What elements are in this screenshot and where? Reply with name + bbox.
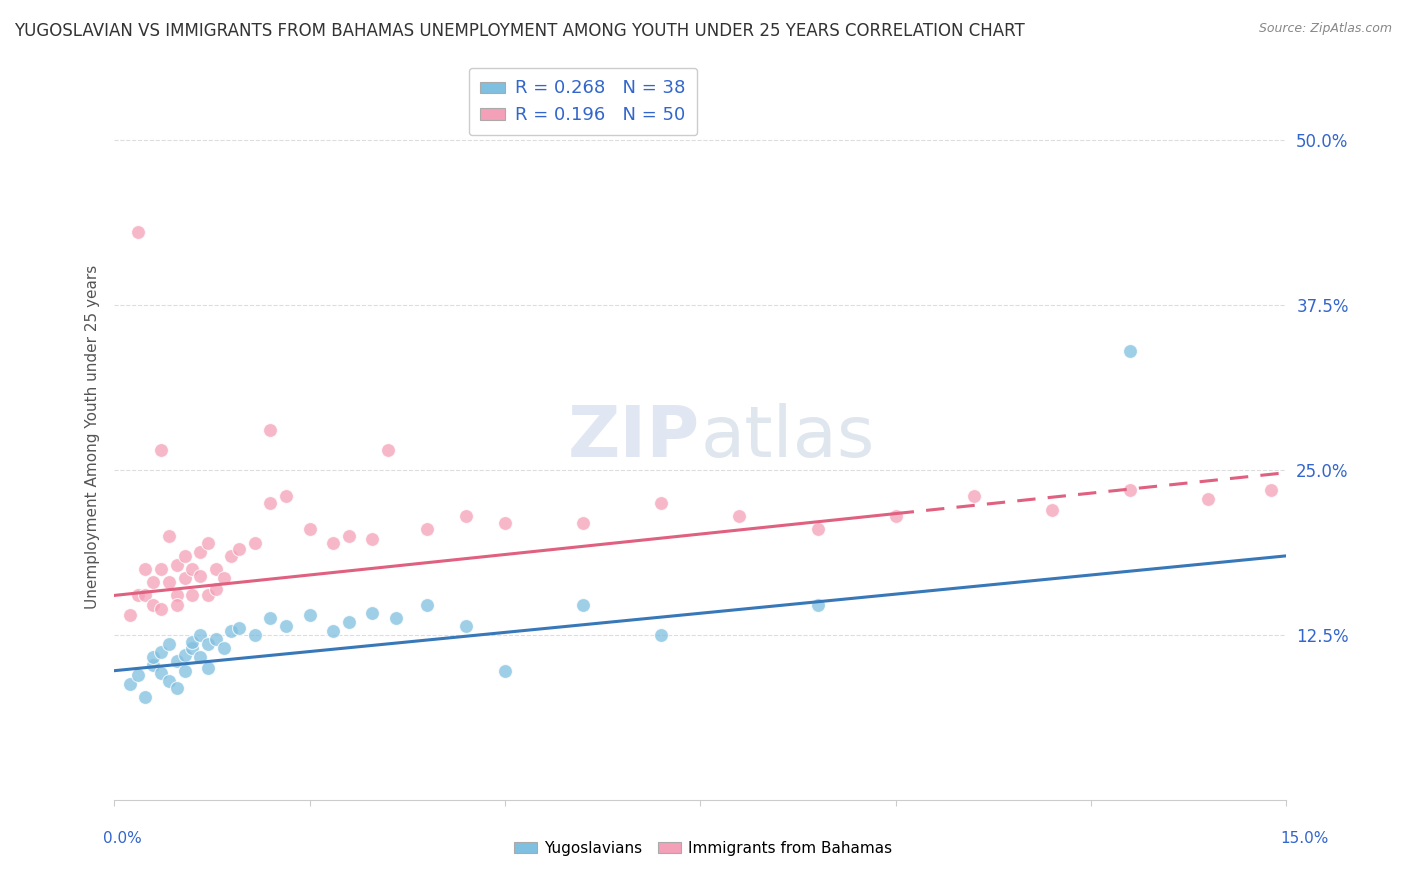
Point bbox=[650, 496, 672, 510]
Text: 0.0%: 0.0% bbox=[103, 831, 142, 846]
Text: atlas: atlas bbox=[700, 402, 875, 472]
Point bbox=[197, 637, 219, 651]
Text: YUGOSLAVIAN VS IMMIGRANTS FROM BAHAMAS UNEMPLOYMENT AMONG YOUTH UNDER 25 YEARS C: YUGOSLAVIAN VS IMMIGRANTS FROM BAHAMAS U… bbox=[14, 22, 1025, 40]
Point bbox=[243, 628, 266, 642]
Point bbox=[166, 655, 188, 669]
Y-axis label: Unemployment Among Youth under 25 years: Unemployment Among Youth under 25 years bbox=[86, 265, 100, 609]
Point bbox=[157, 529, 180, 543]
Point bbox=[150, 666, 173, 681]
Point bbox=[150, 443, 173, 458]
Point bbox=[259, 496, 281, 510]
Point bbox=[221, 549, 243, 563]
Point bbox=[166, 558, 188, 572]
Point bbox=[276, 619, 298, 633]
Point bbox=[212, 571, 235, 585]
Point bbox=[118, 608, 141, 623]
Point bbox=[134, 589, 156, 603]
Point bbox=[188, 628, 211, 642]
Point bbox=[188, 650, 211, 665]
Point bbox=[454, 509, 477, 524]
Point bbox=[166, 589, 188, 603]
Point bbox=[1119, 344, 1142, 359]
Text: 15.0%: 15.0% bbox=[1281, 831, 1329, 846]
Point bbox=[728, 509, 751, 524]
Point bbox=[228, 622, 250, 636]
Text: ZIP: ZIP bbox=[568, 402, 700, 472]
Point bbox=[572, 598, 595, 612]
Point bbox=[134, 690, 156, 705]
Point bbox=[259, 611, 281, 625]
Point bbox=[188, 568, 211, 582]
Point bbox=[884, 509, 907, 524]
Point bbox=[494, 516, 516, 530]
Point bbox=[416, 523, 439, 537]
Point bbox=[142, 598, 165, 612]
Point bbox=[134, 562, 156, 576]
Point bbox=[337, 615, 360, 629]
Point bbox=[204, 582, 226, 596]
Point bbox=[298, 608, 321, 623]
Point bbox=[259, 424, 281, 438]
Point bbox=[173, 648, 195, 662]
Point bbox=[806, 523, 828, 537]
Point bbox=[142, 658, 165, 673]
Point bbox=[150, 562, 173, 576]
Point bbox=[166, 681, 188, 695]
Point bbox=[173, 571, 195, 585]
Point bbox=[157, 637, 180, 651]
Point bbox=[181, 562, 204, 576]
Point bbox=[181, 589, 204, 603]
Point bbox=[173, 549, 195, 563]
Text: Source: ZipAtlas.com: Source: ZipAtlas.com bbox=[1258, 22, 1392, 36]
Legend: Yugoslavians, Immigrants from Bahamas: Yugoslavians, Immigrants from Bahamas bbox=[508, 835, 898, 862]
Point bbox=[572, 516, 595, 530]
Point bbox=[416, 598, 439, 612]
Point bbox=[650, 628, 672, 642]
Point bbox=[197, 661, 219, 675]
Point bbox=[1119, 483, 1142, 497]
Point bbox=[276, 490, 298, 504]
Point bbox=[1260, 483, 1282, 497]
Point bbox=[337, 529, 360, 543]
Point bbox=[197, 535, 219, 549]
Point bbox=[150, 645, 173, 659]
Point bbox=[322, 624, 344, 638]
Point bbox=[127, 225, 149, 239]
Point bbox=[118, 677, 141, 691]
Point bbox=[806, 598, 828, 612]
Point bbox=[454, 619, 477, 633]
Point bbox=[173, 664, 195, 678]
Point bbox=[228, 542, 250, 557]
Point bbox=[212, 641, 235, 656]
Point bbox=[1197, 491, 1219, 506]
Legend: R = 0.268   N = 38, R = 0.196   N = 50: R = 0.268 N = 38, R = 0.196 N = 50 bbox=[468, 68, 697, 136]
Point bbox=[142, 575, 165, 590]
Point bbox=[322, 535, 344, 549]
Point bbox=[181, 634, 204, 648]
Point bbox=[166, 598, 188, 612]
Point bbox=[157, 674, 180, 689]
Point bbox=[361, 606, 384, 620]
Point bbox=[298, 523, 321, 537]
Point bbox=[377, 443, 399, 458]
Point bbox=[963, 490, 986, 504]
Point bbox=[127, 667, 149, 681]
Point bbox=[181, 641, 204, 656]
Point bbox=[204, 562, 226, 576]
Point bbox=[142, 650, 165, 665]
Point bbox=[197, 589, 219, 603]
Point bbox=[361, 532, 384, 546]
Point bbox=[157, 575, 180, 590]
Point bbox=[188, 545, 211, 559]
Point bbox=[243, 535, 266, 549]
Point bbox=[150, 601, 173, 615]
Point bbox=[221, 624, 243, 638]
Point bbox=[384, 611, 406, 625]
Point bbox=[494, 664, 516, 678]
Point bbox=[127, 589, 149, 603]
Point bbox=[204, 632, 226, 646]
Point bbox=[1040, 502, 1063, 516]
